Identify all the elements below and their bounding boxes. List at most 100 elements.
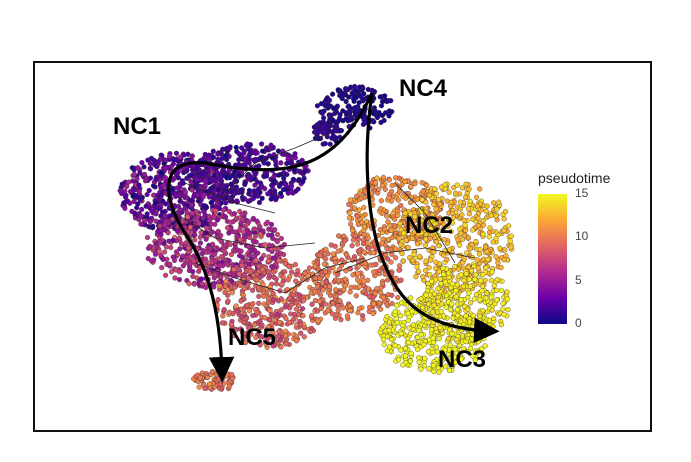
cell-point bbox=[276, 328, 282, 334]
cell-point bbox=[232, 248, 238, 254]
cell-point bbox=[446, 270, 452, 276]
cell-point bbox=[186, 281, 192, 287]
cell-point bbox=[241, 272, 247, 278]
cell-point bbox=[370, 294, 376, 300]
cell-point bbox=[470, 227, 476, 233]
cell-point bbox=[200, 194, 206, 200]
cell-point bbox=[425, 349, 432, 355]
cell-point bbox=[152, 200, 158, 206]
cell-point bbox=[295, 186, 301, 192]
cell-point bbox=[424, 182, 430, 189]
cell-point bbox=[119, 181, 125, 187]
cell-point bbox=[335, 118, 341, 124]
cell-point bbox=[218, 232, 224, 238]
cell-point bbox=[486, 234, 492, 240]
cell-point bbox=[430, 309, 436, 315]
cell-point bbox=[285, 277, 291, 283]
cell-point bbox=[294, 338, 300, 344]
cell-point bbox=[252, 193, 258, 199]
cell-point bbox=[454, 337, 460, 343]
cell-point bbox=[462, 222, 468, 228]
cell-point bbox=[311, 124, 317, 130]
cell-point bbox=[423, 258, 429, 264]
cell-point bbox=[119, 190, 125, 197]
cell-point bbox=[394, 303, 400, 309]
cell-point bbox=[377, 94, 383, 100]
cell-point bbox=[356, 248, 363, 254]
cell-point bbox=[436, 268, 442, 275]
cell-point bbox=[454, 282, 460, 288]
cell-point bbox=[359, 219, 365, 226]
cell-point bbox=[241, 330, 247, 336]
cell-point bbox=[426, 319, 432, 326]
cell-point bbox=[309, 301, 315, 307]
cell-point bbox=[330, 91, 336, 97]
cell-point bbox=[203, 178, 209, 184]
cell-point bbox=[247, 252, 253, 258]
cell-point bbox=[471, 263, 477, 269]
cell-point bbox=[131, 171, 137, 177]
cell-point bbox=[239, 188, 245, 194]
cell-point bbox=[449, 331, 455, 337]
cell-point bbox=[408, 295, 414, 301]
cell-point bbox=[496, 199, 502, 205]
cell-point bbox=[226, 168, 232, 174]
cell-point bbox=[488, 277, 494, 283]
cell-point bbox=[386, 344, 393, 350]
cell-point bbox=[236, 271, 242, 277]
cell-point bbox=[271, 336, 277, 342]
cell-point bbox=[395, 212, 401, 218]
cell-point bbox=[485, 256, 491, 263]
cell-point bbox=[366, 245, 372, 251]
cell-point bbox=[464, 250, 470, 256]
cell-point bbox=[461, 217, 467, 224]
cell-point bbox=[493, 213, 499, 219]
cell-point bbox=[183, 240, 189, 246]
cell-point bbox=[292, 262, 298, 268]
cell-point bbox=[155, 159, 161, 165]
cell-point bbox=[267, 273, 273, 279]
cell-point bbox=[504, 289, 510, 295]
cell-point bbox=[143, 203, 149, 209]
cell-point bbox=[483, 208, 489, 214]
cell-point bbox=[246, 219, 252, 225]
cell-point bbox=[494, 287, 500, 293]
cell-point bbox=[217, 381, 223, 388]
cell-point bbox=[398, 331, 404, 337]
cell-point bbox=[500, 300, 506, 306]
cell-point bbox=[226, 208, 232, 215]
cell-point bbox=[393, 275, 399, 281]
cell-point bbox=[340, 108, 346, 114]
cell-point bbox=[227, 241, 233, 247]
cell-point bbox=[226, 230, 232, 236]
cell-point bbox=[188, 197, 194, 203]
cell-point bbox=[270, 235, 276, 241]
cell-point bbox=[158, 253, 164, 259]
cell-point bbox=[397, 263, 403, 269]
cell-point bbox=[378, 103, 385, 109]
cell-point bbox=[287, 295, 293, 301]
cell-point bbox=[501, 257, 507, 263]
cell-point bbox=[501, 216, 507, 222]
cell-point bbox=[477, 321, 483, 327]
cell-point bbox=[350, 91, 356, 98]
cell-point bbox=[290, 190, 296, 196]
cell-point bbox=[455, 312, 461, 319]
cell-point bbox=[157, 205, 163, 212]
cell-point bbox=[433, 191, 439, 197]
cell-point bbox=[336, 233, 342, 239]
cell-point bbox=[398, 277, 404, 283]
cell-point bbox=[327, 283, 333, 289]
cell-point bbox=[307, 329, 314, 335]
cell-point bbox=[228, 251, 235, 258]
cell-point bbox=[136, 217, 142, 223]
cell-point bbox=[449, 301, 455, 307]
cluster-label-nc5: NC5 bbox=[228, 324, 276, 351]
cell-point bbox=[422, 355, 428, 361]
cell-point bbox=[189, 210, 195, 216]
cell-point bbox=[124, 183, 130, 190]
cell-point bbox=[286, 319, 292, 325]
cell-point bbox=[466, 211, 472, 217]
cell-point bbox=[211, 214, 217, 220]
cell-point bbox=[415, 346, 421, 352]
